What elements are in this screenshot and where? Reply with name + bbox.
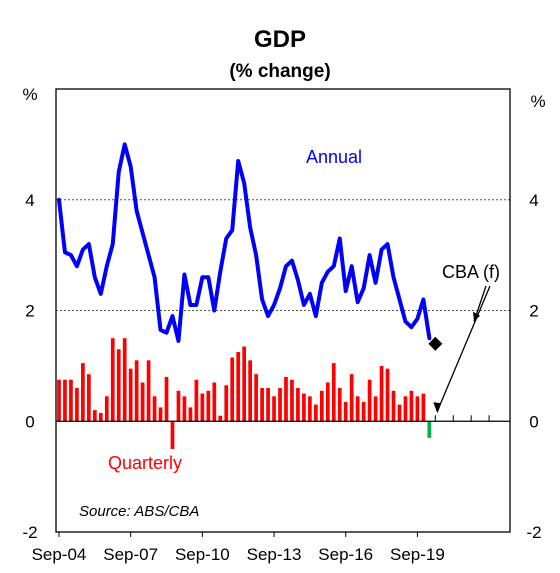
quarterly-bar (308, 396, 312, 422)
x-tick-label: Sep-07 (103, 545, 158, 564)
y-tick-label-right: 0 (529, 412, 538, 431)
x-axis-ticks: Sep-04 Sep-07 Sep-10 Sep-13 Sep-16 Sep-19 (32, 532, 445, 564)
annual-label: Annual (306, 147, 362, 167)
quarterly-bar (224, 385, 229, 422)
quarterly-bar (57, 379, 61, 422)
quarterly-bar (146, 360, 151, 422)
y-tick-label-left: -2 (22, 523, 37, 542)
x-tick-label: Sep-19 (390, 545, 445, 564)
quarterly-bar (319, 390, 324, 422)
y-tick-label-left: 2 (25, 302, 34, 321)
quarterly-bar (63, 379, 67, 422)
forecast-quarterly-bar (427, 421, 432, 438)
quarterly-bar (385, 368, 390, 422)
quarterly-bar (331, 363, 336, 422)
quarterly-bar (409, 390, 414, 422)
quarterly-bar (260, 388, 264, 422)
forecast-arrow-quarterly (436, 285, 491, 412)
quarterly-bar (92, 410, 97, 422)
quarterly-bar (337, 388, 342, 422)
quarterly-bar (415, 396, 420, 422)
quarterly-bar (355, 396, 360, 422)
quarterly-bar (403, 396, 408, 422)
quarterly-bar (116, 349, 121, 422)
quarterly-bar (266, 388, 270, 422)
quarterly-bar (391, 390, 396, 422)
chart-title: GDP (254, 26, 306, 53)
y-axis-unit-left: % (22, 85, 37, 104)
quarterly-bar (122, 338, 127, 422)
quarterly-bar (314, 404, 318, 422)
quarterly-bar (325, 382, 330, 422)
quarterly-bars (57, 338, 432, 449)
quarterly-bar (69, 379, 73, 422)
quarterly-bar (152, 396, 157, 422)
quarterly-bar (104, 396, 109, 422)
quarterly-bar (230, 357, 235, 422)
plot-frame (55, 88, 511, 533)
quarterly-bar (236, 352, 241, 422)
quarterly-bar (194, 379, 199, 422)
annual-series-line (56, 142, 432, 343)
quarterly-bar (170, 421, 175, 449)
quarterly-bar (87, 374, 91, 422)
forecast-label: CBA (f) (442, 262, 500, 282)
quarterly-bar (278, 388, 282, 422)
y-tick-label-right: -2 (526, 523, 541, 542)
x-tick-label: Sep-10 (175, 545, 230, 564)
quarterly-bar (182, 396, 187, 422)
quarterly-bar (128, 368, 133, 422)
quarterly-bar (296, 388, 300, 422)
quarterly-bar (110, 338, 115, 422)
quarterly-bar (373, 396, 378, 422)
y-axis-unit-right: % (530, 92, 545, 111)
quarterly-label: Quarterly (108, 453, 182, 473)
y-tick-label-left: 0 (25, 412, 34, 431)
forecast-arrow-quarterly-head (433, 402, 442, 414)
quarterly-bar (302, 393, 306, 422)
quarterly-bar (379, 365, 384, 422)
quarterly-bar (242, 346, 247, 422)
quarterly-bar (140, 382, 145, 422)
quarterly-bar (200, 393, 205, 422)
quarterly-bar (98, 412, 103, 422)
zero-line (56, 415, 510, 422)
forecast-annual-marker (428, 336, 443, 351)
quarterly-bar (349, 374, 354, 422)
quarterly-bar (272, 396, 276, 422)
quarterly-bar (343, 401, 348, 422)
quarterly-bar (248, 360, 252, 422)
x-tick-label: Sep-04 (32, 545, 87, 564)
quarterly-bar (75, 388, 79, 422)
x-tick-label: Sep-16 (318, 545, 373, 564)
y-axis-left-ticks: -2 0 2 4 (22, 191, 37, 542)
x-tick-label: Sep-13 (247, 545, 302, 564)
quarterly-bar (367, 379, 372, 422)
quarterly-bar (218, 415, 223, 422)
quarterly-bar (134, 360, 139, 422)
quarterly-bar (164, 376, 169, 422)
quarterly-bar (254, 374, 258, 422)
quarterly-bar (188, 407, 193, 422)
y-axis-right-ticks: -2 0 2 4 (526, 191, 541, 542)
source-note: Source: ABS/CBA (79, 503, 199, 520)
quarterly-bar (212, 382, 217, 422)
quarterly-bar (284, 376, 288, 422)
forecast-marks (428, 285, 491, 414)
quarterly-bar (361, 401, 366, 422)
quarterly-bar (81, 363, 85, 422)
annual-line (56, 142, 432, 343)
y-tick-label-right: 2 (529, 302, 538, 321)
quarterly-bar (206, 390, 211, 422)
quarterly-bar (421, 393, 426, 422)
gridlines (56, 199, 510, 311)
quarterly-bar (397, 404, 402, 422)
quarterly-bar (290, 379, 294, 422)
y-tick-label-right: 4 (529, 191, 538, 210)
y-tick-label-left: 4 (25, 191, 34, 210)
quarterly-bar (158, 407, 163, 422)
chart-subtitle: (% change) (229, 61, 330, 82)
quarterly-bar (176, 390, 181, 422)
